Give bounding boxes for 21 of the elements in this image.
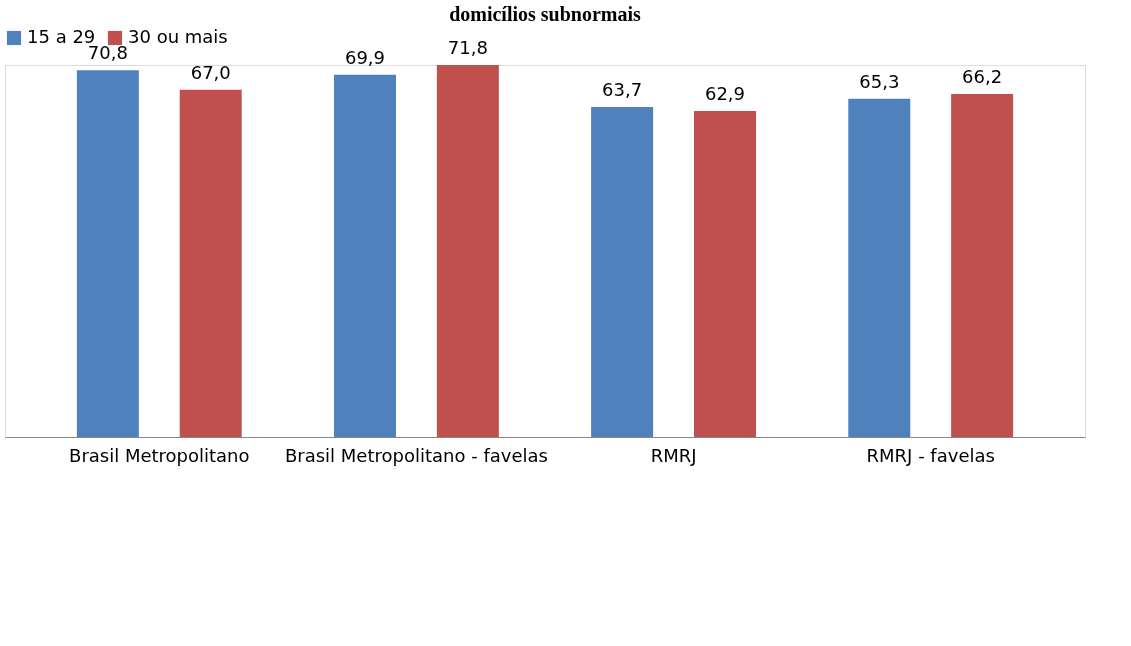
data-label: 67,0 (190, 61, 231, 83)
bar (694, 111, 756, 437)
x-tick-label: RMRJ - favelas (866, 444, 995, 466)
data-label: 69,9 (344, 46, 386, 68)
bar (951, 94, 1014, 437)
x-tick-label: Brasil Metropolitano (69, 444, 250, 466)
data-label: 62,9 (704, 83, 746, 105)
legend-label: 30 ou mais (128, 26, 228, 47)
data-label: 71,8 (447, 37, 488, 58)
bar (179, 89, 242, 437)
bar (334, 74, 396, 437)
chart-title: domicílios subnormais (449, 3, 642, 25)
data-label: 66,2 (962, 66, 1003, 88)
bar (591, 106, 654, 437)
bar (436, 65, 499, 437)
bar (848, 98, 911, 437)
data-label: 65,3 (859, 70, 900, 92)
data-label: 63,7 (602, 78, 643, 100)
x-tick-label: Brasil Metropolitano - favelas (284, 444, 548, 466)
x-tick-label: RMRJ (650, 444, 697, 466)
bar (76, 70, 139, 437)
